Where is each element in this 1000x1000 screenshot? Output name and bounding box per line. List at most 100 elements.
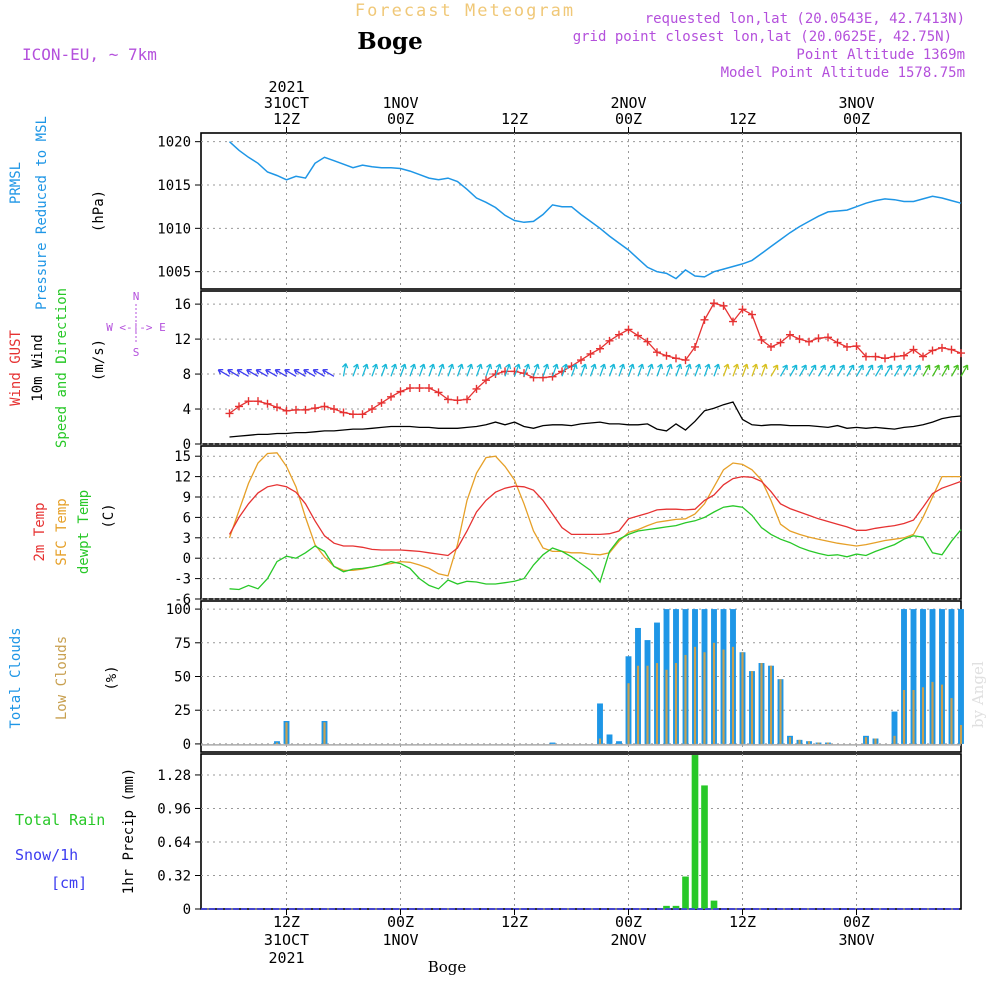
gust-marker	[453, 396, 462, 405]
prmsl-line	[228, 141, 962, 280]
wind-arrow	[713, 363, 721, 377]
label-snow: Snow/1h	[15, 846, 78, 864]
ylabel-sfc-temp: SFC Temp	[54, 498, 70, 565]
gust-marker	[871, 352, 880, 361]
gust-marker	[273, 403, 281, 412]
gust-marker	[634, 331, 642, 340]
gust-marker	[881, 354, 889, 363]
gust-marker	[653, 348, 661, 357]
gust-marker	[387, 392, 395, 401]
low-cloud-bar	[779, 679, 782, 744]
gust-marker	[757, 335, 766, 344]
gust-marker	[577, 356, 585, 365]
rain-bar	[663, 905, 670, 909]
gust-marker	[710, 299, 718, 308]
watermark: by Angel	[969, 661, 987, 728]
low-cloud-bar	[864, 737, 868, 744]
wind-arrow	[246, 368, 259, 377]
gust-marker	[919, 352, 927, 361]
low-cloud-bar	[893, 735, 896, 744]
wind-arrow	[371, 363, 379, 377]
gust-marker	[691, 342, 699, 351]
time-label-bottom: 00Z	[615, 913, 642, 931]
wind-arrow	[732, 363, 740, 377]
wind-arrow	[675, 363, 683, 377]
gust-marker	[415, 384, 424, 393]
total-cloud-bar	[948, 609, 955, 744]
dewpt-line	[229, 505, 962, 591]
unit-label: 1hr Precip (mm)	[121, 768, 137, 894]
wind-arrow	[646, 363, 654, 377]
y-tick-label: -6	[174, 592, 191, 608]
unit-label: (hPa)	[91, 190, 107, 232]
wind-arrow	[789, 364, 798, 377]
y-tick-label: 100	[166, 602, 191, 618]
wind-arrow	[236, 368, 249, 377]
y-tick-label: 12	[174, 332, 191, 348]
y-tick-label: 9	[183, 490, 191, 506]
gust-marker	[330, 405, 338, 414]
gust-marker	[235, 402, 243, 411]
wind-arrow	[884, 364, 893, 377]
gust-marker	[729, 317, 737, 326]
total-cloud-bar	[597, 703, 603, 744]
gust-marker	[843, 342, 851, 351]
gust-marker	[586, 349, 595, 358]
wind-arrow	[456, 363, 464, 377]
y-tick-label: 12	[174, 470, 191, 486]
low-cloud-bar	[636, 665, 640, 744]
gust-marker	[244, 397, 253, 406]
gust-marker	[482, 376, 490, 385]
gust-marker	[833, 338, 842, 347]
wind-arrow	[941, 364, 950, 377]
requested-coords: requested lon,lat (20.0543E, 42.7413N)	[645, 11, 965, 27]
low-cloud-bar	[693, 646, 697, 744]
gust-marker	[596, 344, 604, 353]
wind-arrow	[779, 364, 788, 377]
chart-title: Forecast Meteogram	[355, 1, 575, 21]
wind-arrow	[485, 363, 493, 377]
wind-arrow	[599, 363, 607, 377]
gust-marker	[254, 397, 262, 406]
time-label-top: 2021	[268, 78, 304, 96]
gust-marker	[349, 410, 357, 419]
wind-arrow	[684, 363, 692, 377]
gust-marker	[738, 305, 747, 314]
time-label-top: 12Z	[729, 110, 756, 128]
wind-arrow	[846, 364, 855, 377]
wind-arrow	[703, 363, 711, 377]
wind-arrow	[494, 363, 502, 377]
gust-marker	[862, 352, 870, 361]
total-cloud-bar	[549, 742, 556, 744]
gust-marker	[643, 337, 652, 346]
low-cloud-bar	[655, 663, 659, 744]
gust-marker	[938, 343, 946, 352]
y-tick-label: 1.28	[157, 768, 191, 784]
panel-2: -6 -3 0 3 6 9 12 15 2m Temp SFC Temp dewpt Temp (C)	[32, 445, 962, 608]
low-cloud-bar	[950, 698, 953, 744]
low-cloud-bar	[769, 665, 773, 744]
wind-arrow	[293, 368, 306, 377]
wind-arrow	[265, 368, 278, 377]
location-title: Boge	[357, 28, 423, 55]
wind-arrow	[284, 368, 297, 377]
wind-arrow	[255, 368, 268, 377]
low-cloud-bar	[665, 669, 668, 744]
y-tick-label: 0.96	[157, 801, 191, 817]
total-cloud-bar	[929, 609, 936, 744]
wind-arrow	[874, 364, 883, 377]
wind-arrow	[751, 363, 759, 377]
wind-arrow	[912, 364, 921, 377]
ylabel-prmsl-long: Pressure Reduced to MSL	[34, 116, 50, 310]
y-tick-label: 0	[183, 902, 191, 918]
low-cloud-bar	[959, 725, 963, 744]
gust-marker	[662, 351, 671, 360]
wind-arrow	[903, 364, 912, 377]
ylabel-2m-temp: 2m Temp	[32, 502, 48, 561]
low-cloud-bar	[712, 642, 716, 744]
low-cloud-bar	[931, 681, 934, 744]
wind-arrow	[523, 363, 531, 377]
wind-arrow	[817, 364, 826, 377]
low-cloud-bar	[627, 683, 630, 744]
gust-marker	[767, 342, 775, 351]
